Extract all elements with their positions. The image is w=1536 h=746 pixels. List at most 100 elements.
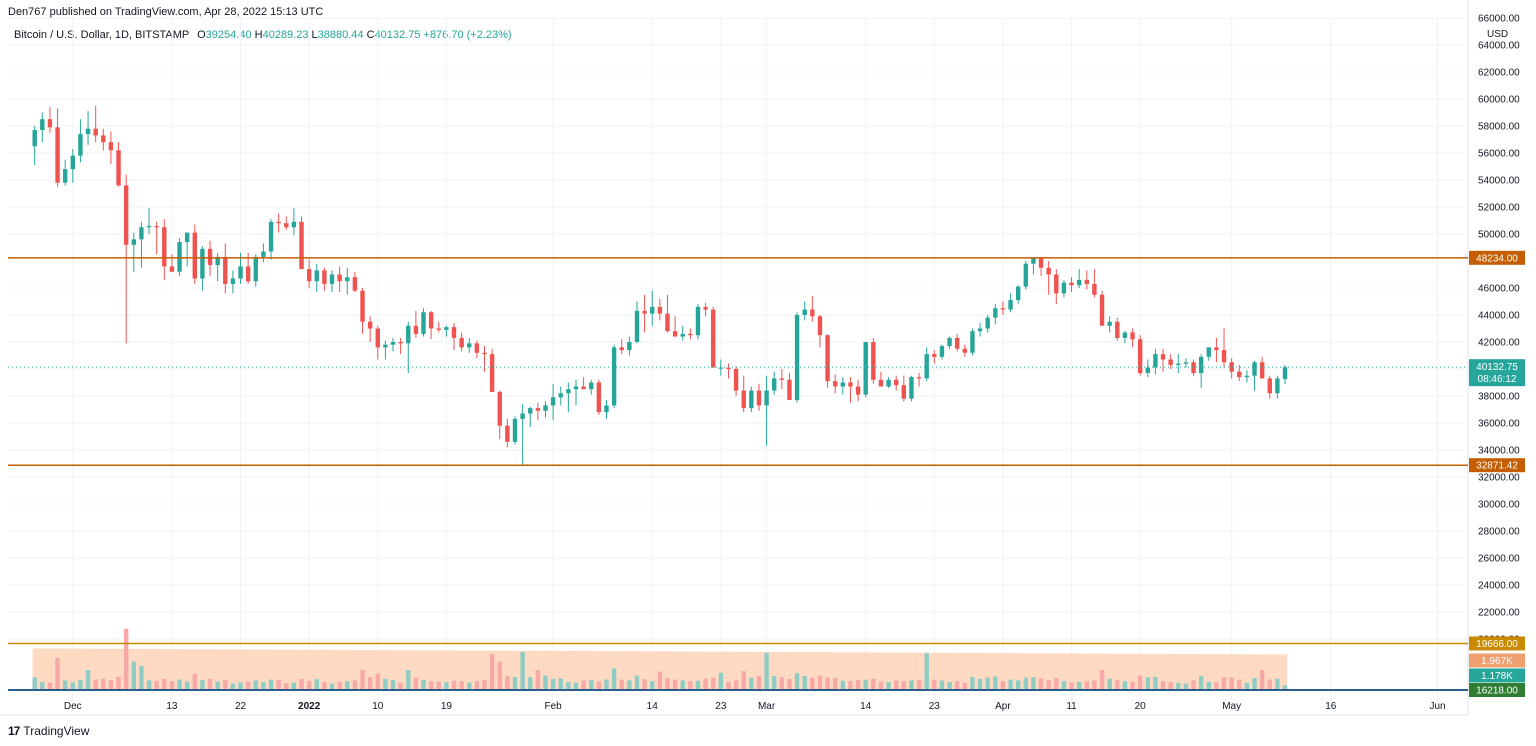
volume-bar (1137, 675, 1143, 690)
low-key: L (311, 29, 318, 41)
volume-bar (474, 681, 480, 690)
tradingview-logo[interactable]: 17 TradingView (8, 724, 89, 738)
volume-bar (932, 679, 937, 690)
volume-bar (299, 678, 304, 690)
y-tick-label: 34000.00 (1478, 445, 1520, 456)
candle-body (787, 379, 792, 401)
volume-bar (825, 677, 830, 690)
volume-bar (1038, 678, 1044, 690)
candle-body (1046, 267, 1051, 275)
candle-body (78, 134, 83, 156)
volume-bar (863, 679, 868, 690)
x-tick-label: Apr (995, 701, 1011, 712)
volume-bar (520, 652, 525, 690)
candle-body (474, 343, 480, 353)
candle-body (954, 337, 960, 349)
candle-body (444, 327, 449, 330)
current-price-bg (1469, 359, 1525, 387)
candle-body (467, 343, 472, 348)
volume-bar (230, 683, 236, 690)
volume-bar (436, 681, 441, 690)
candle-body (367, 321, 373, 329)
candle-body (1137, 339, 1143, 374)
candle-body (261, 251, 266, 257)
volume-bar (817, 675, 823, 690)
candle-body (1107, 321, 1112, 326)
candle-body (817, 316, 823, 336)
volume-bar (444, 682, 449, 690)
candle-body (497, 391, 502, 426)
volume-bar (840, 680, 846, 690)
volume-bar (398, 682, 403, 690)
candle-body (1267, 378, 1272, 394)
volume-bar (993, 676, 998, 690)
volume-bar (482, 680, 487, 690)
time-axis[interactable]: Dec 13 22 2022 10 19 Feb 14 23 Mar 14 23 Apr 11 20 May 1… (64, 701, 1446, 712)
volume-bar (32, 677, 37, 690)
candle-body (1168, 359, 1173, 365)
candle-body (406, 325, 411, 344)
y-tick-label: 28000.00 (1478, 526, 1520, 537)
candle-body (939, 346, 945, 357)
horizontal-levels[interactable] (8, 257, 1468, 645)
volume-last-label: 1.178K (1481, 671, 1513, 682)
candle-body (573, 386, 579, 390)
candle-body (101, 135, 106, 143)
candle-body (169, 266, 175, 272)
candle-body (299, 221, 304, 270)
volume-bar (406, 670, 411, 690)
volume-bar (794, 673, 800, 690)
x-tick-label: 14 (647, 701, 659, 712)
symbol-title: Bitcoin / U.S. Dollar, 1D, BITSTAMP (14, 29, 190, 41)
candle-body (459, 337, 464, 348)
volume-bar (1031, 677, 1036, 690)
y-tick-label: 22000.00 (1478, 607, 1520, 618)
y-tick-label: 52000.00 (1478, 202, 1520, 213)
y-tick-label: 60000.00 (1478, 94, 1520, 105)
candle-body (1282, 367, 1288, 380)
x-tick-label: 16 (1325, 701, 1337, 712)
candle-body (1237, 371, 1242, 378)
candle-body (200, 248, 205, 279)
volume-bar (1115, 680, 1120, 690)
candle-body (970, 331, 975, 353)
candle-body (1160, 354, 1166, 360)
candle-body (833, 381, 838, 387)
candle-body (322, 270, 327, 284)
candle-body (1092, 283, 1097, 295)
volume-bar (1099, 670, 1105, 690)
volume-bar (535, 670, 541, 690)
candle-body (893, 379, 899, 386)
candle-body (428, 312, 434, 329)
volume-bar (893, 680, 899, 690)
candle-body (1221, 350, 1227, 363)
level-label: 48234.00 (1476, 253, 1518, 264)
volume-bar (413, 677, 419, 690)
volume-bar (1252, 678, 1257, 690)
volume-bar (688, 681, 693, 690)
candle-body (550, 397, 556, 406)
volume-bar (1214, 682, 1219, 690)
volume-bar (1092, 680, 1097, 690)
volume-bar (70, 682, 76, 690)
candle-body (596, 382, 602, 413)
volume-bar (871, 678, 876, 690)
candle-body (558, 393, 563, 398)
candle-body (276, 221, 281, 224)
candle-body (764, 390, 769, 406)
candle-body (108, 142, 114, 151)
y-tick-label: 64000.00 (1478, 40, 1520, 51)
y-tick-label: 36000.00 (1478, 418, 1520, 429)
volume-bar (238, 682, 243, 690)
candle-body (32, 130, 37, 147)
volume-bar (848, 681, 853, 690)
close-value: 40132.75 (374, 29, 421, 41)
volume-bar (718, 672, 724, 690)
price-axis[interactable]: 66000.00 64000.00 62000.00 60000.00 58000.00… (1469, 14, 1525, 698)
volume-bar (390, 680, 396, 690)
candle-body (360, 290, 365, 322)
volume-bar (139, 666, 144, 690)
volume-bar (1054, 678, 1059, 690)
volume-bar (1084, 681, 1089, 690)
